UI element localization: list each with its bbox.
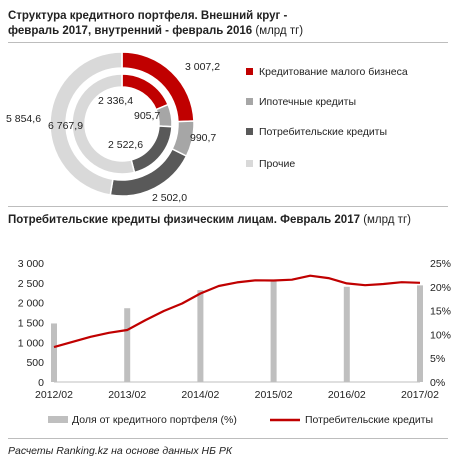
- y-right-tick-label: 5%: [430, 353, 445, 365]
- x-tick-label: 2015/02: [255, 389, 293, 401]
- consumer-loans-line: [53, 274, 421, 349]
- x-tick-label: 2017/02: [401, 389, 439, 401]
- donut-inner-label-2: 2 522,6: [108, 139, 143, 151]
- legend-label-line: Потребительские кредиты: [305, 414, 433, 426]
- donut-outer-label-3: 5 854,6: [6, 113, 41, 125]
- donut-outer-slice-3: [49, 51, 123, 196]
- donut-inner-label-0: 2 336,4: [98, 95, 133, 107]
- pie-legend-item: Ипотечные кредиты: [246, 96, 356, 108]
- pie-legend-item: Кредитование малого бизнеса: [246, 66, 408, 78]
- legend-swatch: [246, 127, 253, 135]
- donut-inner-label-3: 6 767,9: [48, 120, 83, 132]
- pie-title-text: Структура кредитного портфеля. Внешний к…: [8, 10, 288, 37]
- y-left-tick-label: 500: [26, 357, 44, 369]
- legend-label: Прочие: [259, 158, 296, 170]
- divider-middle: [8, 206, 448, 207]
- donut-outer-label-0: 3 007,2: [185, 61, 220, 73]
- divider-bottom: [8, 438, 448, 439]
- donut-inner-label-1: 905,7: [134, 110, 160, 122]
- pie-title-unit: (млрд тг): [255, 25, 304, 37]
- legend-swatch: [246, 97, 253, 105]
- y-left-tick-label: 0: [38, 377, 44, 389]
- share-bar: [124, 308, 131, 382]
- share-bar: [270, 279, 277, 382]
- legend-swatch-bars: [48, 416, 68, 423]
- y-right-tick-label: 15%: [430, 306, 451, 318]
- pie-legend-item: Прочие: [246, 158, 295, 170]
- legend-label-bars: Доля от кредитного портфеля (%): [72, 414, 237, 426]
- y-left-tick-label: 2 500: [18, 278, 44, 290]
- divider-top: [8, 42, 448, 43]
- y-right-tick-label: 0%: [430, 377, 445, 389]
- y-right-tick-label: 20%: [430, 282, 451, 294]
- combo-title-text: Потребительские кредиты физическим лицам…: [8, 214, 360, 226]
- legend-label: Потребительские кредиты: [259, 126, 388, 138]
- donut-outer-label-2: 2 502,0: [152, 192, 187, 204]
- share-bar: [417, 285, 423, 382]
- x-tick-label: 2013/02: [108, 389, 146, 401]
- legend-label: Кредитование малого бизнеса: [259, 66, 408, 78]
- x-tick-label: 2016/02: [328, 389, 366, 401]
- y-right-tick-label: 10%: [430, 329, 451, 341]
- legend-swatch: [246, 67, 253, 75]
- combo-title-unit: (млрд тг): [363, 214, 411, 226]
- donut-inner-slice-3: [71, 73, 136, 175]
- legend-label: Ипотечные кредиты: [259, 96, 356, 108]
- y-left-tick-label: 2 000: [18, 298, 44, 310]
- combo-chart: 0 500 1 000 1 500 2 000 2 500 3 000 0% 5% 10% 15% 2…: [18, 258, 451, 426]
- donut-outer-label-1: 990,7: [190, 132, 216, 144]
- pie-chart-title: Структура кредитного портфеля. Внешний к…: [8, 9, 308, 39]
- combo-chart-title: Потребительские кредиты физическим лицам…: [8, 213, 448, 228]
- source-note: Расчеты Ranking.kz на основе данных НБ Р…: [8, 445, 233, 457]
- share-bar: [51, 323, 57, 382]
- y-left-tick-label: 3 000: [18, 258, 44, 270]
- pie-legend-item: Потребительские кредиты: [246, 126, 387, 138]
- x-tick-label: 2014/02: [181, 389, 219, 401]
- share-bar: [343, 286, 350, 382]
- legend-swatch: [246, 159, 253, 167]
- y-left-tick-label: 1 500: [18, 318, 44, 330]
- y-left-tick-label: 1 000: [18, 337, 44, 349]
- x-tick-label: 2012/02: [35, 389, 73, 401]
- y-right-tick-label: 25%: [430, 258, 451, 270]
- share-bar: [197, 290, 204, 382]
